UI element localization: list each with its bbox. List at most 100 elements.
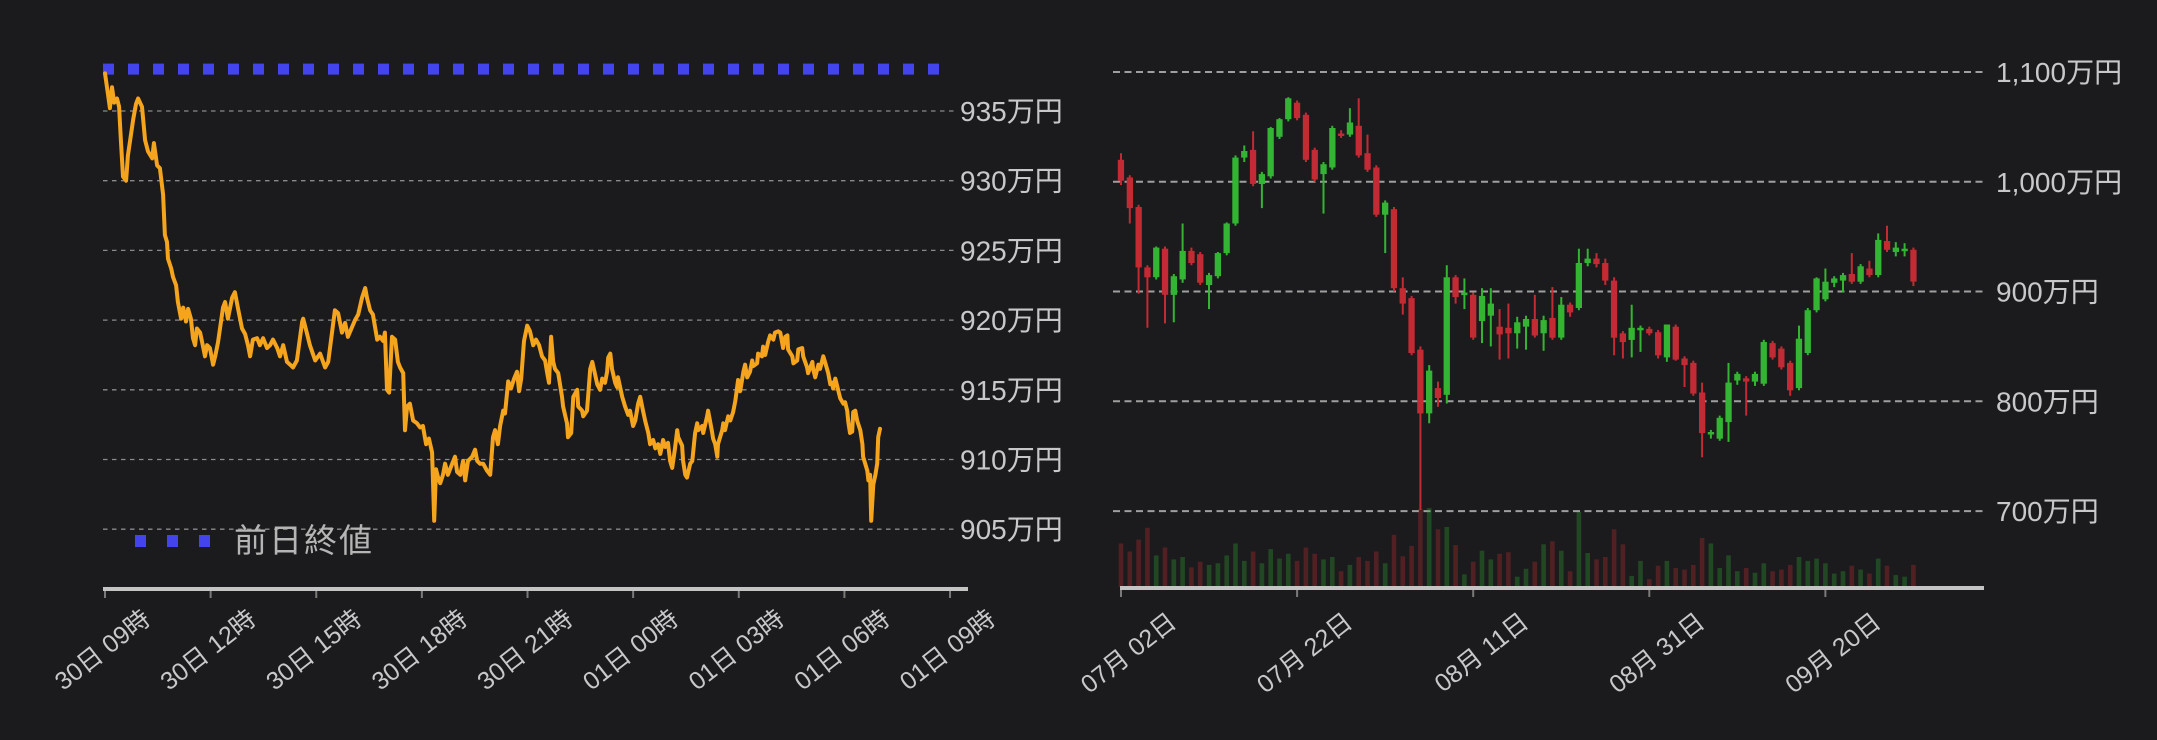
candle-body <box>1892 247 1899 252</box>
volume-bar <box>1303 547 1309 587</box>
candle-body <box>1461 292 1468 296</box>
volume-bar <box>1708 543 1714 587</box>
candle-body <box>1883 241 1891 250</box>
y-axis-label: 910万円 <box>960 445 1063 476</box>
volume-bar <box>1330 557 1335 587</box>
volume-bar <box>1893 575 1899 587</box>
candle-body <box>1549 317 1556 338</box>
candle-body <box>1514 322 1521 334</box>
volume-bar <box>1400 556 1406 587</box>
candle-body <box>1531 319 1538 336</box>
candle-body <box>1478 295 1486 322</box>
volume-bar <box>1259 563 1265 587</box>
candle-body <box>1901 248 1908 252</box>
y-axis-label: 925万円 <box>960 235 1063 266</box>
candle-body <box>1655 332 1662 356</box>
volume-bar <box>1823 563 1828 587</box>
volume-bar <box>1250 551 1256 588</box>
x-axis-label: 30日 09時 <box>50 605 156 696</box>
volume-bar <box>1365 560 1370 587</box>
volume-bar <box>1162 547 1168 587</box>
volume-bar <box>1444 527 1450 587</box>
volume-bar <box>1902 576 1907 587</box>
candle-body <box>1505 327 1512 334</box>
volume-bar <box>1136 539 1141 587</box>
volume-bar <box>1647 579 1652 587</box>
volume-bar <box>1382 563 1388 587</box>
candle-body <box>1470 294 1477 338</box>
candle-body <box>1593 258 1600 265</box>
candle-body <box>1267 128 1274 177</box>
x-axis-label: 01日 00時 <box>578 605 684 696</box>
candle-body <box>1804 310 1811 353</box>
y-axis-label: 900万円 <box>1996 277 2099 308</box>
candle-body <box>1760 342 1767 384</box>
y-axis-label: 1,100万円 <box>1996 57 2122 88</box>
candle-body <box>1795 338 1803 389</box>
volume-bar <box>1418 508 1423 587</box>
volume-bar <box>1479 550 1485 587</box>
legend-prev-close-label: 前日終値 <box>234 522 374 559</box>
candle-body <box>1839 275 1847 281</box>
volume-bar <box>1435 529 1441 587</box>
x-axis-label: 30日 18時 <box>367 605 473 696</box>
volume-bar <box>1514 576 1520 587</box>
candle-body <box>1690 362 1697 394</box>
candle-body <box>1699 392 1706 434</box>
candle-body <box>1813 278 1820 311</box>
x-axis-label: 01日 09時 <box>895 605 1001 696</box>
candle-body <box>1672 326 1679 360</box>
candle-body <box>1293 102 1301 119</box>
y-axis-label: 800万円 <box>1996 386 2099 417</box>
volume-bar <box>1682 569 1687 587</box>
volume-bar <box>1277 558 1282 587</box>
volume-bar <box>1779 569 1784 587</box>
candle-body <box>1126 177 1133 209</box>
x-axis-label: 07月 02日 <box>1076 608 1182 699</box>
candle-body <box>1443 277 1450 395</box>
volume-bar <box>1629 575 1634 587</box>
x-axis-label: 30日 15時 <box>261 605 367 696</box>
candle-body <box>1910 249 1917 282</box>
volume-bar <box>1620 544 1626 587</box>
volume-bar <box>1145 527 1150 588</box>
volume-bar <box>1127 551 1133 588</box>
volume-bar <box>1286 553 1291 587</box>
volume-bar <box>1532 561 1538 587</box>
candle-body <box>1637 327 1644 331</box>
candle-body <box>1135 207 1142 268</box>
volume-bar <box>1761 563 1767 587</box>
x-axis-label: 09月 20日 <box>1780 608 1886 699</box>
y-axis-label: 700万円 <box>1996 496 2099 527</box>
candle-body <box>1223 223 1230 254</box>
volume-bar <box>1462 574 1467 587</box>
x-axis-label: 30日 12時 <box>155 605 261 696</box>
volume-bar <box>1206 564 1212 587</box>
candle-body <box>1170 276 1177 295</box>
y-axis-label: 935万円 <box>960 96 1063 127</box>
volume-bar <box>1268 549 1273 587</box>
candle-body <box>1390 209 1398 289</box>
legend-prev-close[interactable]: 前日終値 <box>135 524 374 558</box>
candle-body <box>1179 250 1186 280</box>
y-axis-label: 915万円 <box>960 375 1063 406</box>
candle-body <box>1610 280 1618 338</box>
volume-bar <box>1559 550 1564 587</box>
candle-body <box>1848 274 1855 282</box>
volume-bar <box>1171 559 1177 587</box>
candle-body <box>1434 388 1442 398</box>
volume-bar <box>1197 561 1203 587</box>
volume-bar <box>1374 551 1379 588</box>
candle-body <box>1734 373 1741 381</box>
candle-body <box>1769 343 1776 358</box>
x-axis-label: 08月 11日 <box>1429 608 1533 698</box>
candle-body <box>1329 128 1336 168</box>
volume-bar <box>1743 568 1749 587</box>
candle-body <box>1355 125 1362 156</box>
volume-bar <box>1875 558 1881 587</box>
candle-body <box>1681 358 1688 366</box>
candle-body <box>1302 114 1310 160</box>
volume-bar <box>1831 573 1837 587</box>
volume-bar <box>1770 571 1775 587</box>
